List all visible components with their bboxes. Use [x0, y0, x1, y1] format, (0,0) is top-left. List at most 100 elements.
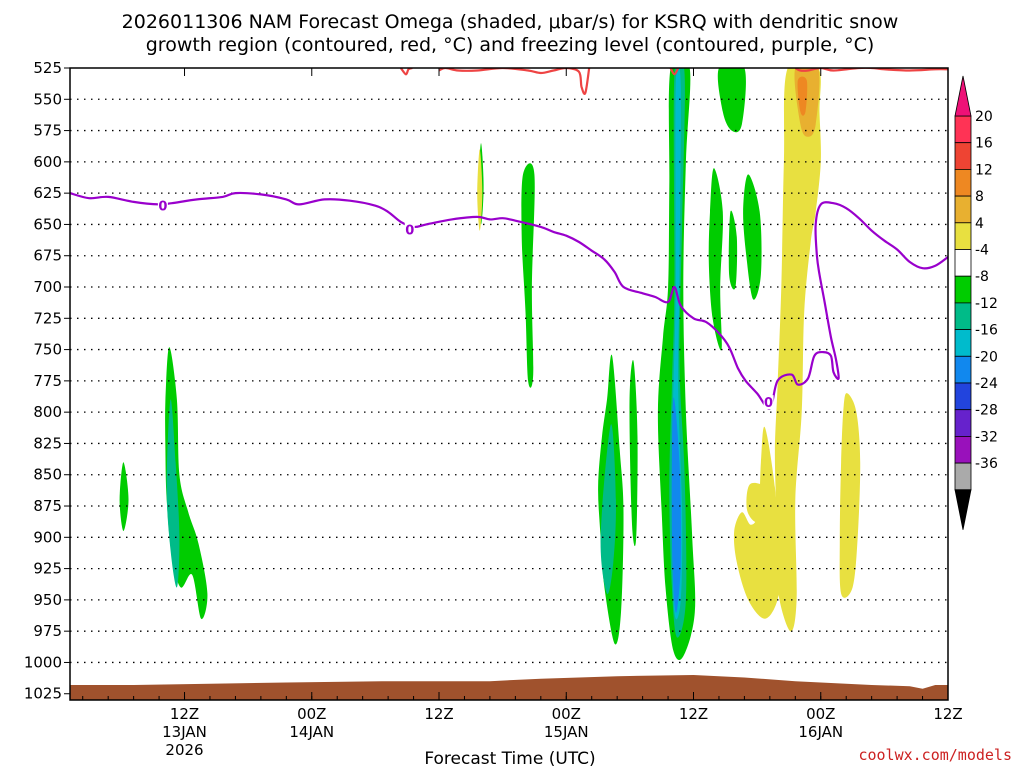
contour-label: 0 [158, 200, 167, 215]
colorbar-top-arrow [954, 75, 972, 117]
x-tick-date: 13JAN [162, 723, 207, 741]
colorbar-segment [954, 275, 972, 304]
x-tick-label: 00Z [552, 705, 581, 723]
colorbar: 20 16 12 8 4 -4 -8 -12 -16 -20 -24 -28 -32 -36 [954, 75, 998, 530]
plot-frame [69, 67, 949, 701]
x-tick-date: 14JAN [289, 723, 334, 741]
y-tick-label: 600 [33, 153, 62, 171]
colorbar-label: -4 [975, 243, 989, 259]
contour-label-bg [763, 395, 774, 410]
colorbar-segment [954, 302, 972, 330]
contour-line [70, 191, 948, 410]
contour-label-bg [404, 222, 415, 237]
omega-shaded-region [774, 68, 821, 632]
omega-shaded-region [521, 163, 535, 388]
colorbar-segment [954, 249, 972, 277]
omega-shaded-region [629, 360, 638, 547]
colorbar-label: -24 [975, 376, 998, 392]
colorbar-segment [954, 462, 972, 491]
omega-shaded-region [119, 462, 129, 531]
colorbar-segment [954, 142, 972, 170]
colorbar-segment [954, 115, 972, 144]
colorbar-segment [954, 435, 972, 464]
omega-shaded-region [600, 424, 616, 595]
terrain-layer [70, 675, 948, 700]
colorbar-segment [954, 195, 972, 224]
colorbar-label: -16 [975, 323, 998, 339]
terrain-fill [70, 675, 948, 700]
y-tick-label: 550 [33, 90, 62, 108]
colorbar-label: 8 [975, 189, 984, 205]
x-tick-label: 12Z [424, 705, 453, 723]
x-tick-date: 15JAN [544, 723, 589, 741]
colorbar-label: 16 [975, 136, 993, 152]
x-tick-label: 12Z [933, 705, 962, 723]
plot-area: 0 0 0 [70, 68, 948, 700]
y-tick-label: 875 [33, 497, 62, 515]
chart-title-line2: growth region (contoured, red, °C) and f… [146, 34, 875, 56]
x-tick-label: 12Z [679, 705, 708, 723]
y-tick-label: 825 [33, 434, 62, 452]
chart-title-line1: 2026011306 NAM Forecast Omega (shaded, μ… [122, 11, 899, 33]
x-tick-label: 12Z [170, 705, 199, 723]
colorbar-segment [954, 355, 972, 384]
y-tick-label: 650 [33, 215, 62, 233]
contour-label-bg [157, 198, 168, 213]
y-tick-label: 750 [33, 341, 62, 359]
omega-shaded-region [839, 393, 861, 598]
x-tick-label: 00Z [806, 705, 835, 723]
colorbar-label: 4 [975, 216, 984, 232]
omega-shaded-region [708, 168, 723, 351]
y-tick-label: 625 [33, 184, 62, 202]
y-axis: 525 550 575 600 625 650 675 700 725 750 775 800 825 8… [24, 59, 70, 703]
y-tick-label: 925 [33, 560, 62, 578]
omega-shaded-region [733, 426, 781, 619]
x-axis-title: Forecast Time (UTC) [424, 749, 595, 768]
colorbar-label: 20 [975, 109, 993, 125]
omega-shaded-region [671, 397, 682, 613]
colorbar-bottom-arrow [954, 489, 972, 530]
contour-label: 0 [405, 223, 414, 238]
omega-shaded-region [743, 174, 762, 300]
contour-line [669, 68, 680, 76]
colorbar-label: -36 [975, 456, 998, 472]
y-tick-label: 800 [33, 403, 62, 421]
colorbar-segment [954, 168, 972, 197]
y-tick-label: 900 [33, 528, 62, 546]
omega-shaded-region [728, 210, 738, 290]
colorbar-segment [954, 329, 972, 357]
colorbar-label: -20 [975, 349, 998, 365]
y-tick-label: 975 [33, 622, 62, 640]
y-tick-label: 1025 [24, 685, 62, 703]
x-tick-year: 2026 [165, 741, 203, 759]
colorbar-segment [954, 382, 972, 411]
contour-line [438, 68, 591, 95]
x-tick-date: 16JAN [798, 723, 843, 741]
omega-shaded-region [797, 76, 808, 116]
colorbar-label: -12 [975, 296, 998, 312]
x-tick-label: 00Z [297, 705, 326, 723]
omega-shaded-region [477, 149, 483, 231]
contour-layer: 0 0 0 [70, 68, 948, 411]
y-tick-label: 775 [33, 372, 62, 390]
credit-text: coolwx.com/models [858, 746, 1012, 764]
colorbar-label: -32 [975, 429, 998, 445]
y-tick-label: 1000 [24, 653, 62, 671]
y-tick-label: 700 [33, 278, 62, 296]
y-tick-label: 525 [33, 59, 62, 77]
y-tick-label: 675 [33, 247, 62, 265]
omega-shaded-region [166, 399, 180, 588]
omega-shading-layer [119, 68, 861, 661]
omega-shaded-region [717, 68, 746, 133]
colorbar-label: -8 [975, 269, 989, 285]
contour-line [794, 68, 948, 72]
y-tick-label: 725 [33, 309, 62, 327]
colorbar-segment [954, 409, 972, 437]
y-tick-label: 850 [33, 466, 62, 484]
contour-label: 0 [764, 396, 773, 411]
colorbar-label: 12 [975, 162, 993, 178]
y-tick-label: 575 [33, 122, 62, 140]
y-tick-label: 950 [33, 591, 62, 609]
